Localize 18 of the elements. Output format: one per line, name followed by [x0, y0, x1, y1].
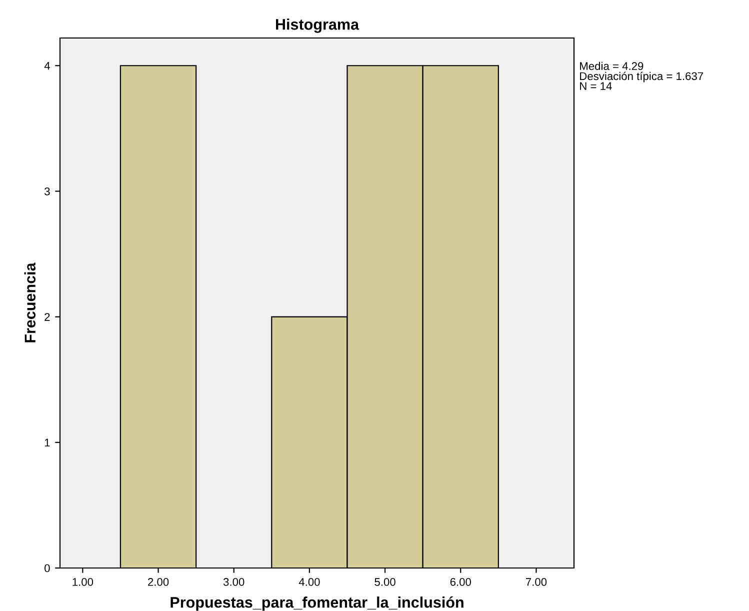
x-axis-title: Propuestas_para_fomentar_la_inclusión — [170, 596, 464, 611]
chart-title: Histograma — [276, 18, 360, 33]
x-tick-label: 4.00 — [298, 578, 320, 586]
x-tick-label: 5.00 — [374, 578, 396, 586]
text: N = 14 — [580, 82, 612, 90]
x-tick-label: 1.00 — [72, 578, 94, 586]
x-tick-label: 3.00 — [223, 578, 244, 586]
y-tick-label: 2 — [44, 313, 50, 321]
y-axis-title: Frecuencia — [24, 262, 36, 342]
y-tick-label: 3 — [44, 187, 50, 196]
y-tick-label: 1 — [44, 438, 50, 446]
y-tick-label: 0 — [44, 564, 50, 572]
x-tick-label: 2.00 — [148, 578, 169, 586]
text: Desviación típica = 1.637 — [580, 72, 704, 82]
x-tick-label: 7.00 — [526, 578, 547, 586]
x-tick-label: 6.00 — [450, 578, 471, 586]
text: Media = 4.29 — [580, 62, 644, 70]
y-tick-label: 4 — [44, 62, 50, 70]
